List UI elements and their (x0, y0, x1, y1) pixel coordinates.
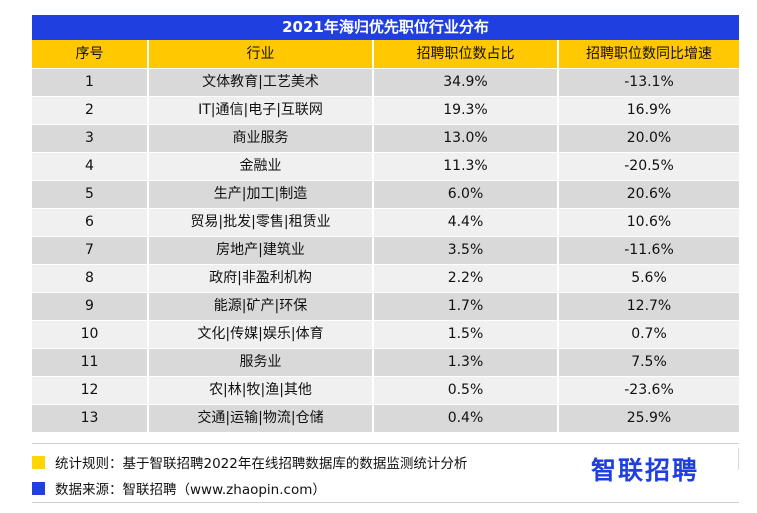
row-cell-industry: 交通|运输|物流|仓储 (149, 405, 374, 432)
row-cell-index: 2 (32, 97, 149, 124)
table-row: 4 金融业 11.3% -20.5% (32, 152, 739, 180)
row-cell-share: 0.5% (374, 377, 559, 404)
data-table: 2021年海归优先职位行业分布 序号 行业 招聘职位数占比 招聘职位数同比增速 … (32, 15, 739, 432)
table-row: 10 文化|传媒|娱乐|体育 1.5% 0.7% (32, 320, 739, 348)
table-row: 1 文体教育|工艺美术 34.9% -13.1% (32, 68, 739, 96)
row-cell-growth: 12.7% (626, 298, 672, 314)
row-cell-growth: 7.5% (631, 354, 667, 370)
table-row: 7 房地产|建筑业 3.5% -11.6% (32, 236, 739, 264)
row-cell-industry: 政府|非盈利机构 (149, 265, 374, 292)
row-cell-index: 12 (32, 377, 149, 404)
table-row: 12 农|林|牧|渔|其他 0.5% -23.6% (32, 376, 739, 404)
row-cell-growth: 16.9% (626, 102, 672, 118)
row-cell-share: 6.0% (374, 181, 559, 208)
row-cell-index: 6 (32, 209, 149, 236)
footer-top-rule (32, 443, 739, 444)
row-cell-growth: 25.9% (626, 410, 672, 426)
row-cell-share: 4.4% (374, 209, 559, 236)
table-row: 5 生产|加工|制造 6.0% 20.6% (32, 180, 739, 208)
row-cell-growth: -13.1% (624, 74, 674, 90)
row-cell-growth: -11.6% (624, 242, 674, 258)
row-cell-growth: 20.0% (626, 130, 672, 146)
row-cell-industry: 房地产|建筑业 (149, 237, 374, 264)
row-cell-share: 1.7% (374, 293, 559, 320)
row-cell-industry: 服务业 (149, 349, 374, 376)
table-row: 8 政府|非盈利机构 2.2% 5.6% (32, 264, 739, 292)
row-cell-share: 11.3% (374, 153, 559, 180)
row-cell-industry: 金融业 (149, 153, 374, 180)
table-body: 1 文体教育|工艺美术 34.9% -13.1% 2 IT|通信|电子|互联网 19.3% 1… (32, 68, 739, 432)
footer-bottom-rule (32, 502, 739, 503)
row-cell-growth: -23.6% (624, 382, 674, 398)
row-cell-index: 1 (32, 69, 149, 96)
row-cell-growth: 0.7% (631, 326, 667, 342)
row-cell-industry: 生产|加工|制造 (149, 181, 374, 208)
rule-note-text: 统计规则：基于智联招聘2022年在线招聘数据库的数据监测统计分析 (55, 456, 468, 472)
header-cell-industry: 行业 (149, 40, 374, 68)
row-cell-share: 1.3% (374, 349, 559, 376)
row-cell-index: 10 (32, 321, 149, 348)
blue-square-icon (32, 481, 45, 495)
row-cell-index: 5 (32, 181, 149, 208)
source-note-text: 数据来源：智联招聘（www.zhaopin.com） (55, 482, 326, 498)
row-cell-industry: 农|林|牧|渔|其他 (149, 377, 374, 404)
footer: 统计规则：基于智联招聘2022年在线招聘数据库的数据监测统计分析 数据来源：智联… (32, 443, 739, 503)
table-title: 2021年海归优先职位行业分布 (32, 15, 739, 40)
row-cell-index: 13 (32, 405, 149, 432)
row-cell-share: 13.0% (374, 125, 559, 152)
row-cell-industry: 能源|矿产|环保 (149, 293, 374, 320)
table-row: 9 能源|矿产|环保 1.7% 12.7% (32, 292, 739, 320)
table-row: 2 IT|通信|电子|互联网 19.3% 16.9% (32, 96, 739, 124)
table-header-row: 序号 行业 招聘职位数占比 招聘职位数同比增速 (32, 40, 739, 68)
row-cell-growth: 20.6% (626, 186, 672, 202)
row-cell-index: 9 (32, 293, 149, 320)
rule-note: 统计规则：基于智联招聘2022年在线招聘数据库的数据监测统计分析 (32, 452, 467, 472)
header-cell-growth: 招聘职位数同比增速 (586, 46, 712, 62)
row-cell-industry: 贸易|批发|零售|租赁业 (149, 209, 374, 236)
row-cell-index: 4 (32, 153, 149, 180)
row-cell-share: 0.4% (374, 405, 559, 432)
row-cell-share: 34.9% (374, 69, 559, 96)
table-row: 11 服务业 1.3% 7.5% (32, 348, 739, 376)
header-cell-share: 招聘职位数占比 (374, 40, 559, 68)
table-row: 13 交通|运输|物流|仓储 0.4% 25.9% (32, 404, 739, 432)
row-cell-index: 7 (32, 237, 149, 264)
row-cell-industry: 文体教育|工艺美术 (149, 69, 374, 96)
row-cell-industry: 文化|传媒|娱乐|体育 (149, 321, 374, 348)
table-row: 3 商业服务 13.0% 20.0% (32, 124, 739, 152)
row-cell-industry: 商业服务 (149, 125, 374, 152)
row-cell-growth: -20.5% (624, 158, 674, 174)
footer-side-rule (738, 448, 739, 470)
row-cell-industry: IT|通信|电子|互联网 (149, 97, 374, 124)
source-note: 数据来源：智联招聘（www.zhaopin.com） (32, 478, 326, 498)
header-cell-index: 序号 (32, 40, 149, 68)
row-cell-share: 3.5% (374, 237, 559, 264)
row-cell-share: 1.5% (374, 321, 559, 348)
table-row: 6 贸易|批发|零售|租赁业 4.4% 10.6% (32, 208, 739, 236)
zhaopin-logo: 智联招聘 (590, 456, 699, 485)
row-cell-growth: 10.6% (626, 214, 672, 230)
row-cell-index: 11 (32, 349, 149, 376)
row-cell-growth: 5.6% (631, 270, 667, 286)
row-cell-share: 19.3% (374, 97, 559, 124)
row-cell-index: 8 (32, 265, 149, 292)
row-cell-share: 2.2% (374, 265, 559, 292)
row-cell-index: 3 (32, 125, 149, 152)
yellow-square-icon (32, 455, 45, 469)
